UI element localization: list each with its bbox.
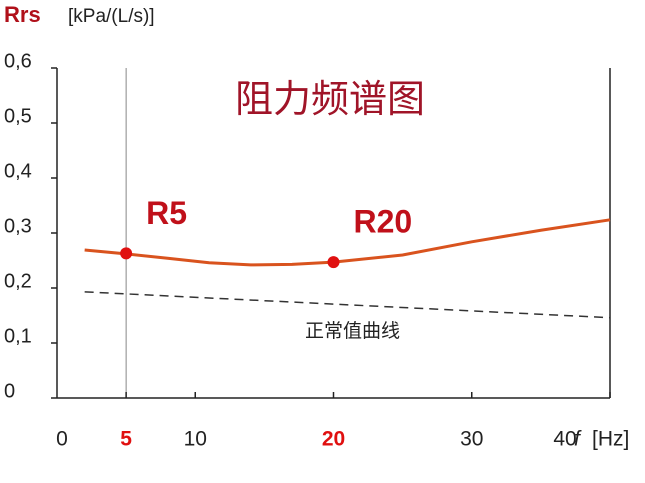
y-label-unit: [kPa/(L/s)] (68, 6, 155, 27)
x-tick-label: 0 (56, 428, 68, 451)
x-tick-label: 10 (184, 428, 207, 451)
x-tick-label: 20 (322, 428, 345, 451)
y-tick-label: 0,2 (4, 270, 32, 292)
x-tick-label: 5 (120, 428, 132, 451)
y-tick-label: 0,3 (4, 215, 32, 237)
x-tick-label: 40 (553, 428, 576, 451)
y-tick-label: 0,1 (4, 325, 32, 347)
point (120, 247, 133, 260)
point-label: R5 (146, 195, 187, 231)
data-line (84, 218, 611, 267)
point-label: R20 (354, 204, 413, 240)
x-label-unit: [Hz] (592, 428, 629, 451)
y-tick-label: 0 (4, 380, 15, 402)
point (327, 256, 340, 269)
y-tick-label: 0,5 (4, 105, 32, 127)
y-label-var: Rrs (4, 2, 41, 27)
x-tick-label: 30 (460, 428, 483, 451)
y-tick-label: 0,4 (4, 160, 32, 182)
normal-line (84, 291, 611, 319)
series-label: 正常值曲线 (305, 320, 400, 342)
chart-title: 阻力频谱图 (235, 79, 425, 121)
x-label-var: f (574, 428, 582, 451)
y-tick-label: 0,6 (4, 50, 32, 72)
